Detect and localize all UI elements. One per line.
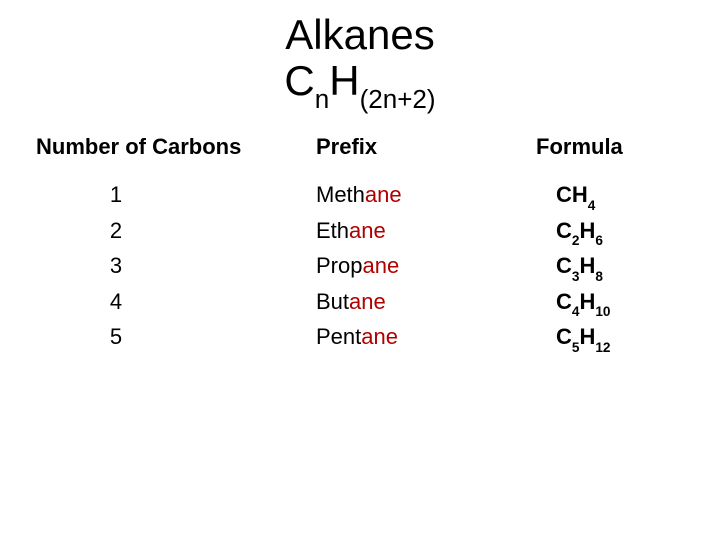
title-sub2: (2n+2) — [360, 84, 436, 114]
col-header-prefix: Prefix — [316, 134, 526, 178]
el1: C — [556, 182, 572, 207]
prefix-root: Eth — [316, 218, 349, 243]
sub2: 6 — [595, 233, 603, 248]
table-cell-prefix: Ethane — [316, 214, 526, 250]
prefix-suffix: ane — [349, 289, 386, 314]
prefix-root: But — [316, 289, 349, 314]
table-cell-formula: C3H8 — [526, 249, 720, 285]
el1: C — [556, 253, 572, 278]
prefix-root: Prop — [316, 253, 362, 278]
el1: C — [556, 324, 572, 349]
sub2: 12 — [595, 340, 610, 355]
table-cell-n: 1 — [36, 178, 316, 214]
sub2: 8 — [595, 269, 603, 284]
title-formula: CnH(2n+2) — [0, 58, 720, 110]
el2: H — [572, 182, 588, 207]
table-cell-formula: C4H10 — [526, 285, 720, 321]
el2: H — [579, 289, 595, 314]
table-cell-n: 2 — [36, 214, 316, 250]
el1: C — [556, 289, 572, 314]
el2: H — [579, 324, 595, 349]
title-line1: Alkanes — [0, 12, 720, 58]
sub1: 4 — [572, 304, 580, 319]
slide: Alkanes CnH(2n+2) Number of Carbons Pref… — [0, 0, 720, 540]
el1: C — [556, 218, 572, 243]
title-sub1: n — [315, 84, 329, 114]
prefix-root: Meth — [316, 182, 365, 207]
prefix-suffix: ane — [349, 218, 386, 243]
table-cell-prefix: Butane — [316, 285, 526, 321]
prefix-suffix: ane — [361, 324, 398, 349]
table-cell-formula: CH4 — [526, 178, 720, 214]
el2: H — [579, 218, 595, 243]
sub2: 4 — [588, 198, 596, 213]
col-header-carbons: Number of Carbons — [36, 134, 316, 178]
sub1: 3 — [572, 269, 580, 284]
table-cell-n: 5 — [36, 320, 316, 356]
table-cell-n: 4 — [36, 285, 316, 321]
prefix-suffix: ane — [365, 182, 402, 207]
alkanes-table: Number of Carbons Prefix Formula 1 Metha… — [0, 134, 720, 356]
table-cell-formula: C2H6 — [526, 214, 720, 250]
sub2: 10 — [595, 304, 610, 319]
table-cell-prefix: Pentane — [316, 320, 526, 356]
table-cell-formula: C5H12 — [526, 320, 720, 356]
col-header-formula: Formula — [526, 134, 720, 178]
sub1: 5 — [572, 340, 580, 355]
prefix-root: Pent — [316, 324, 361, 349]
sub1: 2 — [572, 233, 580, 248]
table-cell-prefix: Propane — [316, 249, 526, 285]
prefix-suffix: ane — [362, 253, 399, 278]
title-base2: H — [329, 57, 359, 104]
el2: H — [579, 253, 595, 278]
table-cell-n: 3 — [36, 249, 316, 285]
table-cell-prefix: Methane — [316, 178, 526, 214]
title-base1: C — [284, 57, 314, 104]
page-title: Alkanes CnH(2n+2) — [0, 12, 720, 110]
